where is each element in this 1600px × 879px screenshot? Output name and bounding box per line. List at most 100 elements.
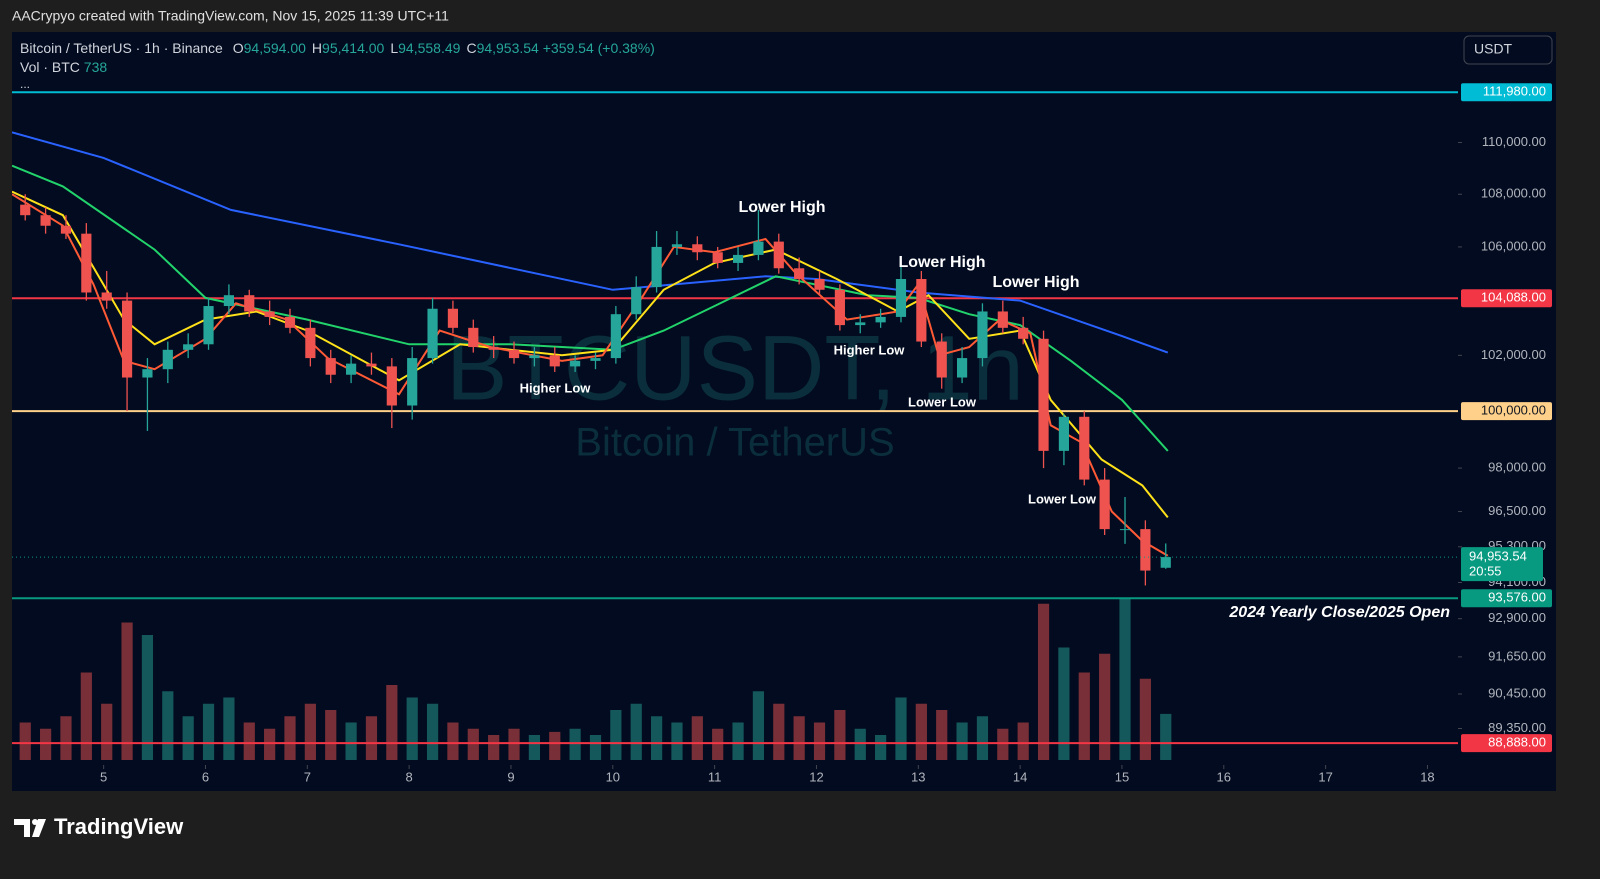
volume-bar: [1037, 603, 1050, 760]
candle-body: [956, 358, 968, 378]
x-tick-label: 9: [507, 769, 514, 784]
watermark: BTCUSDT, 1h: [446, 317, 1024, 419]
volume-bar: [671, 722, 683, 760]
candle-body: [203, 306, 214, 345]
candle-body: [223, 295, 234, 307]
change: +359.54 (+0.38%): [542, 40, 655, 56]
attribution: AACrypyo created with TradingView.com, N…: [12, 8, 449, 24]
candle-body: [142, 369, 153, 378]
x-tick-label: 5: [100, 769, 107, 784]
x-tick-label: 16: [1217, 769, 1231, 784]
candle-body: [468, 327, 479, 348]
candle-body: [60, 225, 72, 234]
candle-body: [997, 311, 1008, 328]
volume-bar: [488, 735, 500, 760]
candle-body: [101, 292, 112, 301]
x-tick-label: 18: [1420, 769, 1434, 784]
candle-body: [386, 366, 397, 406]
candle-body: [1099, 479, 1110, 530]
volume-legend: Vol · BTC 738: [20, 59, 107, 75]
annotation: Lower High: [992, 274, 1079, 291]
y-tick-label: 96,500.00: [1488, 503, 1546, 518]
candle-body: [162, 349, 173, 370]
currency-button[interactable]: [1463, 35, 1553, 65]
volume-bar: [101, 703, 113, 760]
ohlc-key: O: [232, 40, 244, 56]
price-line-note: 2024 Yearly Close/2025 Open: [1228, 604, 1450, 621]
currency[interactable]: USDT: [1474, 41, 1513, 57]
x-tick-label: 8: [406, 769, 413, 784]
ohlc-key: H: [311, 40, 323, 56]
countdown: 20:55: [1469, 564, 1502, 579]
y-tick-label: 89,350.00: [1488, 720, 1546, 735]
volume-label: Vol · BTC: [20, 59, 80, 75]
volume-bar: [569, 728, 581, 760]
volume-bar: [121, 622, 133, 760]
candle-body: [244, 295, 255, 312]
candle-body: [590, 358, 601, 361]
volume-bar: [284, 716, 296, 760]
y-tick-label: 110,000.00: [1482, 134, 1546, 149]
candle-body: [20, 204, 31, 216]
candle-body: [284, 316, 296, 328]
volume-bar: [773, 703, 785, 760]
y-tick-label: 106,000.00: [1481, 238, 1546, 253]
ohlc-key: C: [466, 40, 477, 56]
candle-body: [1079, 416, 1090, 480]
candle-body: [916, 279, 927, 342]
candle-body: [671, 244, 683, 247]
volume-bar: [875, 735, 887, 760]
candle-body: [264, 311, 275, 317]
price-line-label: 93,576.00: [1488, 590, 1546, 605]
volume-bar: [60, 716, 72, 760]
volume-bar: [182, 716, 194, 760]
ohlc-key: L: [390, 40, 399, 56]
y-tick-label: 108,000.00: [1481, 186, 1546, 201]
volume-bar: [406, 697, 418, 760]
annotation: Higher Low: [520, 380, 592, 395]
y-tick-label: 90,450.00: [1488, 685, 1546, 700]
volume-bar: [447, 722, 459, 760]
volume-bar: [345, 722, 357, 760]
symbol: Bitcoin / TetherUS · 1h · Binance: [20, 40, 223, 56]
y-tick-label: 91,650.00: [1488, 648, 1546, 663]
candle-body: [651, 246, 662, 288]
volume-bar: [80, 672, 92, 760]
candle-body: [895, 279, 907, 317]
candle-body: [753, 241, 764, 255]
price-line-label: 88,888.00: [1488, 735, 1546, 750]
volume-bar: [1099, 653, 1111, 760]
candle-body: [1058, 416, 1070, 451]
candle-body: [81, 233, 92, 293]
candle-body: [305, 327, 316, 359]
price-line-label: 104,088.00: [1481, 290, 1546, 305]
price-line-badge: [1461, 734, 1552, 753]
candle-body: [712, 252, 723, 263]
annotation: Lower High: [898, 254, 985, 271]
candle-body: [447, 308, 459, 328]
volume-bar: [915, 703, 927, 760]
candle-body: [183, 344, 194, 350]
candle-body: [936, 341, 947, 378]
volume-bar: [650, 716, 663, 760]
candle-body: [732, 254, 744, 263]
moving-average: [12, 190, 1169, 519]
ohlc: O94,594.00 H95,414.00 L94,558.49 C94,953.54: [227, 40, 539, 56]
candle-body: [1038, 338, 1049, 451]
volume-bar: [202, 703, 215, 760]
volume-bar: [40, 728, 52, 760]
plot: [12, 91, 1458, 760]
volume-bar: [549, 731, 561, 760]
price-line-label: 100,000.00: [1481, 403, 1546, 418]
candle-body: [1018, 327, 1029, 339]
ohlc-value: 95,414.00: [322, 40, 385, 56]
x-tick-label: 13: [911, 769, 925, 784]
more[interactable]: ...: [20, 77, 31, 91]
watermark-sub: Bitcoin / TetherUS: [575, 421, 894, 465]
candle-body: [488, 347, 499, 350]
volume-bar: [997, 728, 1009, 760]
candle-body: [346, 363, 357, 375]
candle-body: [570, 360, 581, 367]
